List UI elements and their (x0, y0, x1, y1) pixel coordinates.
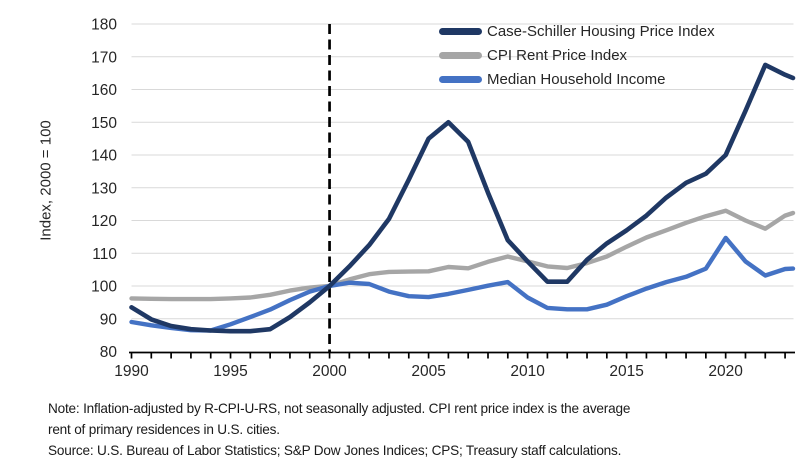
chart-notes: Note: Inflation-adjusted by R-CPI-U-RS, … (48, 399, 630, 461)
legend-item-case-schiller: Case-Schiller Housing Price Index (439, 19, 715, 43)
x-tick-label: 2005 (411, 363, 445, 380)
series-line-cpi-rent-price-index (129, 208, 796, 302)
note-text-line2: rent of primary residences in U.S. citie… (48, 421, 280, 437)
case-schiller-line-swatch (439, 27, 482, 35)
x-tick-label: 2010 (510, 363, 545, 380)
y-tick-label: 90 (100, 311, 118, 328)
y-tick-label: 140 (91, 148, 117, 165)
x-tick-label: 1990 (114, 363, 149, 380)
note-text-line1: Note: Inflation-adjusted by R-CPI-U-RS, … (48, 401, 631, 416)
x-tick-label: 1995 (213, 363, 247, 380)
y-tick-label: 100 (91, 279, 117, 296)
median-income-line-swatch (439, 75, 482, 83)
x-tick-label: 2020 (708, 363, 743, 380)
series-line-median-household-income (129, 235, 796, 333)
legend-label: CPI Rent Price Index (487, 46, 628, 64)
y-tick-label: 160 (91, 82, 117, 99)
legend-item-cpi-rent: CPI Rent Price Index (439, 43, 715, 67)
legend-label: Case-Schiller Housing Price Index (487, 22, 715, 40)
y-tick-label: 150 (91, 115, 117, 132)
y-tick-label: 170 (91, 49, 117, 66)
y-tick-label: 180 (91, 17, 117, 34)
x-tick-label: 2015 (609, 363, 643, 380)
source-text: Source: U.S. Bureau of Labor Statistics;… (48, 442, 622, 458)
y-tick-label: 130 (91, 180, 117, 197)
y-tick-label: 80 (100, 344, 118, 361)
y-tick-label: 120 (91, 213, 117, 230)
x-tick-label: 2000 (312, 363, 347, 380)
series-line-case-schiller-housing-price-index (129, 62, 796, 334)
chart-legend: Case-Schiller Housing Price Index CPI Re… (439, 19, 715, 91)
cpi-rent-line-swatch (439, 51, 482, 59)
y-tick-label: 110 (92, 246, 117, 263)
legend-label: Median Household Income (487, 70, 666, 88)
legend-item-median-income: Median Household Income (439, 67, 715, 91)
chart-plot: 1990 1995 2000 2005 2010 2015 2020 80 90 100 110 12… (91, 17, 796, 380)
